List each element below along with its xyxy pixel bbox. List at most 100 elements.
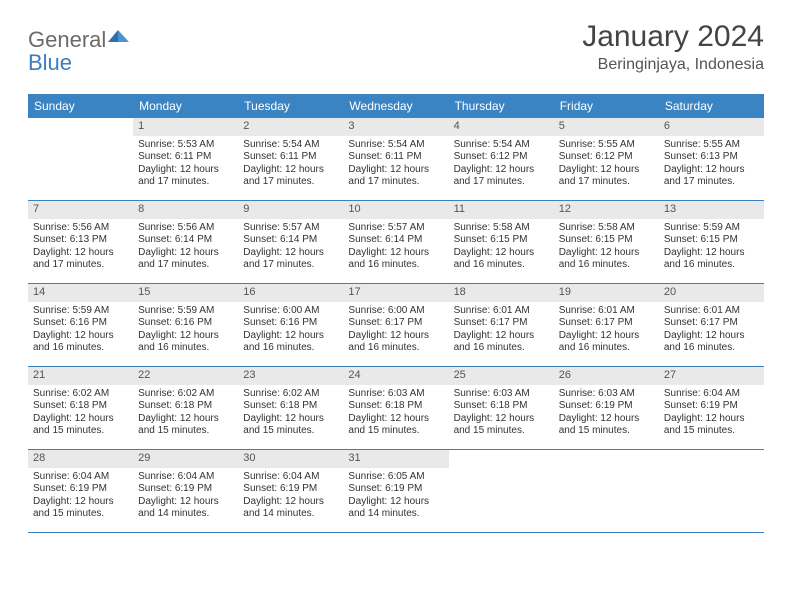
sunrise-line: Sunrise: 5:59 AM bbox=[664, 222, 759, 235]
sunrise-line: Sunrise: 5:53 AM bbox=[138, 139, 233, 152]
dayname-tue: Tuesday bbox=[238, 94, 343, 118]
day-details: Sunrise: 6:02 AMSunset: 6:18 PMDaylight:… bbox=[28, 387, 133, 442]
calendar-cell: 1 Sunrise: 5:53 AMSunset: 6:11 PMDaylight… bbox=[133, 118, 238, 200]
sunset-line: Sunset: 6:14 PM bbox=[243, 234, 338, 247]
daylight-line: Daylight: 12 hours and 15 minutes. bbox=[243, 413, 338, 438]
day-details: Sunrise: 6:01 AMSunset: 6:17 PMDaylight:… bbox=[554, 304, 659, 359]
calendar-page: General January 2024 Beringinjaya, Indon… bbox=[0, 0, 792, 553]
calendar-cell: 21Sunrise: 6:02 AMSunset: 6:18 PMDayligh… bbox=[28, 367, 133, 449]
day-number: 19 bbox=[554, 284, 659, 302]
dayname-fri: Friday bbox=[554, 94, 659, 118]
daylight-line: Daylight: 12 hours and 16 minutes. bbox=[138, 330, 233, 355]
calendar-header-row: Sunday Monday Tuesday Wednesday Thursday… bbox=[28, 94, 764, 118]
daylight-line: Daylight: 12 hours and 17 minutes. bbox=[243, 247, 338, 272]
sunset-line: Sunset: 6:19 PM bbox=[664, 400, 759, 413]
calendar-week: 1Sunrise: 5:53 AMSunset: 6:11 PMDaylight… bbox=[28, 118, 764, 201]
sunrise-line: Sunrise: 5:58 AM bbox=[454, 222, 549, 235]
sunset-line: Sunset: 6:14 PM bbox=[348, 234, 443, 247]
calendar-cell: 13Sunrise: 5:59 AMSunset: 6:15 PMDayligh… bbox=[659, 201, 764, 283]
calendar-cell bbox=[554, 450, 659, 532]
daylight-line: Daylight: 12 hours and 15 minutes. bbox=[138, 413, 233, 438]
day-number: 23 bbox=[238, 367, 343, 385]
day-number: 3 bbox=[343, 118, 448, 136]
calendar-cell: 29Sunrise: 6:04 AMSunset: 6:19 PMDayligh… bbox=[133, 450, 238, 532]
day-details: Sunrise: 6:01 AMSunset: 6:17 PMDaylight:… bbox=[659, 304, 764, 359]
sunrise-line: Sunrise: 6:03 AM bbox=[559, 388, 654, 401]
calendar-cell: 17Sunrise: 6:00 AMSunset: 6:17 PMDayligh… bbox=[343, 284, 448, 366]
calendar-cell bbox=[659, 450, 764, 532]
calendar-week: 21Sunrise: 6:02 AMSunset: 6:18 PMDayligh… bbox=[28, 367, 764, 450]
calendar-cell: 26Sunrise: 6:03 AMSunset: 6:19 PMDayligh… bbox=[554, 367, 659, 449]
day-details: Sunrise: 6:04 AMSunset: 6:19 PMDaylight:… bbox=[133, 470, 238, 525]
sunset-line: Sunset: 6:11 PM bbox=[138, 151, 233, 164]
day-details: Sunrise: 6:04 AMSunset: 6:19 PMDaylight:… bbox=[28, 470, 133, 525]
day-number: 30 bbox=[238, 450, 343, 468]
sunrise-line: Sunrise: 5:55 AM bbox=[664, 139, 759, 152]
day-number: 31 bbox=[343, 450, 448, 468]
daylight-line: Daylight: 12 hours and 16 minutes. bbox=[348, 247, 443, 272]
day-details: Sunrise: 5:56 AMSunset: 6:13 PMDaylight:… bbox=[28, 221, 133, 276]
daylight-line: Daylight: 12 hours and 17 minutes. bbox=[348, 164, 443, 189]
sunset-line: Sunset: 6:13 PM bbox=[664, 151, 759, 164]
day-number: 1 bbox=[133, 118, 238, 136]
dayname-sat: Saturday bbox=[659, 94, 764, 118]
sunset-line: Sunset: 6:15 PM bbox=[454, 234, 549, 247]
day-number: 2 bbox=[238, 118, 343, 136]
calendar-cell: 12Sunrise: 5:58 AMSunset: 6:15 PMDayligh… bbox=[554, 201, 659, 283]
sunrise-line: Sunrise: 6:00 AM bbox=[348, 305, 443, 318]
day-number: 20 bbox=[659, 284, 764, 302]
sunrise-line: Sunrise: 6:03 AM bbox=[454, 388, 549, 401]
daylight-line: Daylight: 12 hours and 15 minutes. bbox=[348, 413, 443, 438]
sunrise-line: Sunrise: 5:56 AM bbox=[138, 222, 233, 235]
day-details: Sunrise: 5:54 AMSunset: 6:11 PMDaylight:… bbox=[238, 138, 343, 193]
day-details: Sunrise: 5:53 AMSunset: 6:11 PMDaylight:… bbox=[133, 138, 238, 193]
daylight-line: Daylight: 12 hours and 17 minutes. bbox=[138, 164, 233, 189]
day-number: 24 bbox=[343, 367, 448, 385]
calendar-cell bbox=[449, 450, 554, 532]
day-number: 7 bbox=[28, 201, 133, 219]
sunset-line: Sunset: 6:19 PM bbox=[559, 400, 654, 413]
sunrise-line: Sunrise: 6:02 AM bbox=[33, 388, 128, 401]
calendar-cell: 6Sunrise: 5:55 AMSunset: 6:13 PMDaylight… bbox=[659, 118, 764, 200]
day-details: Sunrise: 5:59 AMSunset: 6:16 PMDaylight:… bbox=[28, 304, 133, 359]
daylight-line: Daylight: 12 hours and 16 minutes. bbox=[454, 330, 549, 355]
calendar-cell: 16Sunrise: 6:00 AMSunset: 6:16 PMDayligh… bbox=[238, 284, 343, 366]
calendar-cell: 31Sunrise: 6:05 AMSunset: 6:19 PMDayligh… bbox=[343, 450, 448, 532]
sunset-line: Sunset: 6:17 PM bbox=[664, 317, 759, 330]
sunrise-line: Sunrise: 6:00 AM bbox=[243, 305, 338, 318]
daylight-line: Daylight: 12 hours and 17 minutes. bbox=[243, 164, 338, 189]
daylight-line: Daylight: 12 hours and 16 minutes. bbox=[664, 247, 759, 272]
calendar-cell: 22Sunrise: 6:02 AMSunset: 6:18 PMDayligh… bbox=[133, 367, 238, 449]
sunset-line: Sunset: 6:16 PM bbox=[33, 317, 128, 330]
daylight-line: Daylight: 12 hours and 15 minutes. bbox=[664, 413, 759, 438]
sunset-line: Sunset: 6:17 PM bbox=[454, 317, 549, 330]
dayname-mon: Monday bbox=[133, 94, 238, 118]
sunrise-line: Sunrise: 6:03 AM bbox=[348, 388, 443, 401]
day-details: Sunrise: 5:56 AMSunset: 6:14 PMDaylight:… bbox=[133, 221, 238, 276]
day-number: 28 bbox=[28, 450, 133, 468]
dayname-wed: Wednesday bbox=[343, 94, 448, 118]
day-number: 9 bbox=[238, 201, 343, 219]
day-details: Sunrise: 6:03 AMSunset: 6:19 PMDaylight:… bbox=[554, 387, 659, 442]
day-details: Sunrise: 5:54 AMSunset: 6:11 PMDaylight:… bbox=[343, 138, 448, 193]
day-number: 12 bbox=[554, 201, 659, 219]
calendar-cell: 24Sunrise: 6:03 AMSunset: 6:18 PMDayligh… bbox=[343, 367, 448, 449]
sunset-line: Sunset: 6:17 PM bbox=[559, 317, 654, 330]
sunrise-line: Sunrise: 5:57 AM bbox=[243, 222, 338, 235]
calendar-cell: 23Sunrise: 6:02 AMSunset: 6:18 PMDayligh… bbox=[238, 367, 343, 449]
sunrise-line: Sunrise: 6:04 AM bbox=[33, 471, 128, 484]
day-details: Sunrise: 5:55 AMSunset: 6:13 PMDaylight:… bbox=[659, 138, 764, 193]
day-number: 8 bbox=[133, 201, 238, 219]
day-details: Sunrise: 6:04 AMSunset: 6:19 PMDaylight:… bbox=[659, 387, 764, 442]
calendar-cell: 10Sunrise: 5:57 AMSunset: 6:14 PMDayligh… bbox=[343, 201, 448, 283]
day-details: Sunrise: 5:57 AMSunset: 6:14 PMDaylight:… bbox=[343, 221, 448, 276]
daylight-line: Daylight: 12 hours and 17 minutes. bbox=[664, 164, 759, 189]
sunset-line: Sunset: 6:18 PM bbox=[454, 400, 549, 413]
sunset-line: Sunset: 6:12 PM bbox=[559, 151, 654, 164]
day-details: Sunrise: 5:59 AMSunset: 6:15 PMDaylight:… bbox=[659, 221, 764, 276]
daylight-line: Daylight: 12 hours and 16 minutes. bbox=[454, 247, 549, 272]
day-details: Sunrise: 6:04 AMSunset: 6:19 PMDaylight:… bbox=[238, 470, 343, 525]
calendar-cell: 19 Sunrise: 6:01 AMSunset: 6:17 PMDayligh… bbox=[554, 284, 659, 366]
dayname-thu: Thursday bbox=[449, 94, 554, 118]
sunrise-line: Sunrise: 6:04 AM bbox=[664, 388, 759, 401]
